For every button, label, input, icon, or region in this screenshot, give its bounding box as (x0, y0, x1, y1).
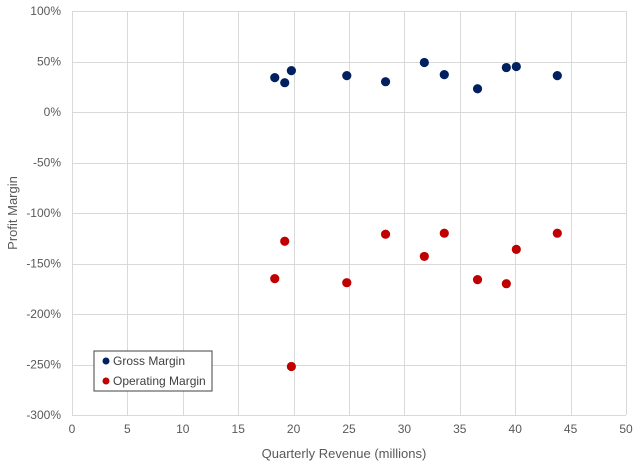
operating-margin-point (270, 274, 280, 284)
operating-margin-point (439, 228, 449, 238)
y-tick-label: -250% (26, 358, 61, 372)
operating-margin-point (511, 244, 521, 254)
y-tick-label: 100% (30, 4, 61, 18)
y-axis-title: Profit Margin (5, 176, 20, 250)
x-tick-label: 25 (342, 422, 356, 436)
x-tick-label: 0 (69, 422, 76, 436)
data-points (270, 57, 562, 372)
gross-margin-point (270, 73, 280, 83)
y-tick-label: -100% (26, 206, 61, 220)
tick-labels: 0 5 10 15 20 25 30 35 40 45 50 100% 50% 0% -50% -100% -1… (26, 4, 633, 436)
operating-margin-point (380, 229, 391, 239)
gross-margin-point (380, 77, 391, 87)
x-tick-label: 45 (564, 422, 578, 436)
x-tick-label: 20 (287, 422, 301, 436)
x-tick-label: 40 (509, 422, 523, 436)
operating-margin-point (419, 251, 429, 262)
x-tick-label: 35 (453, 422, 467, 436)
y-tick-label: -300% (26, 408, 61, 422)
legend-marker-operating-margin (102, 377, 110, 385)
y-tick-label: 0% (44, 105, 62, 119)
operating-margin-point (472, 275, 483, 285)
x-tick-label: 15 (232, 422, 246, 436)
x-tick-label: 50 (619, 422, 633, 436)
gross-margin-point (501, 62, 511, 73)
y-tick-label: 50% (37, 55, 61, 69)
gross-margin-point (552, 71, 562, 81)
y-tick-label: -50% (33, 156, 61, 170)
gross-margin-point (286, 65, 296, 76)
gross-margin-point (511, 61, 521, 72)
y-tick-label: -150% (26, 257, 61, 271)
legend-box (93, 350, 213, 392)
legend-label-operating-margin: Operating Margin (113, 374, 206, 388)
gross-margin-point (342, 71, 352, 81)
operating-margin-point (552, 228, 562, 238)
x-tick-label: 5 (124, 422, 131, 436)
gross-margin-point (419, 57, 429, 68)
operating-margin-point (280, 236, 290, 246)
gross-margin-point (472, 84, 483, 94)
operating-margin-point (501, 279, 511, 289)
y-tick-label: -200% (26, 307, 61, 321)
operating-margin-point (342, 278, 352, 288)
gross-margin-point (439, 70, 449, 80)
x-tick-label: 10 (176, 422, 190, 436)
x-tick-label: 30 (398, 422, 412, 436)
legend: Gross Margin Operating Margin (93, 350, 213, 392)
x-axis-title: Quarterly Revenue (millions) (262, 446, 427, 461)
gross-margin-point (280, 78, 290, 88)
legend-label-gross-margin: Gross Margin (113, 354, 185, 368)
operating-margin-point (286, 361, 296, 372)
legend-marker-gross-margin (102, 357, 110, 365)
